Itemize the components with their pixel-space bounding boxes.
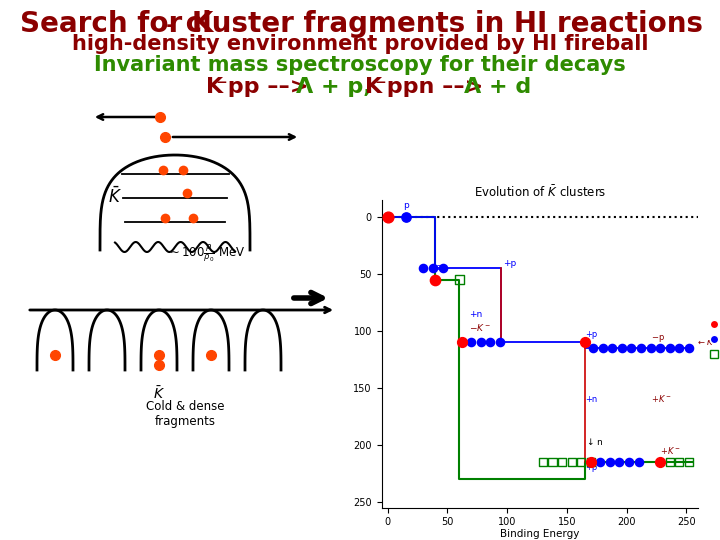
Point [664,343,675,352]
Text: Invariant mass spectroscopy for their decays: Invariant mass spectroscopy for their de… [94,55,626,75]
Point [454,275,465,284]
Text: $\leftarrow K^-$: $\leftarrow K^-$ [696,335,720,347]
Point [546,458,558,467]
Point [683,458,695,467]
Point [418,264,429,273]
Point [427,264,438,273]
Point [400,213,411,221]
Point [673,343,685,352]
Point [664,458,675,467]
Legend: $K^-$, p, n: $K^-$, p, n [700,314,720,363]
Point [626,343,637,352]
Point [579,338,590,347]
Point [566,458,577,467]
Point [575,458,587,467]
Point [616,343,628,352]
Point [456,338,467,347]
Text: p: p [402,201,408,210]
Text: ⁻ppn ––>: ⁻ppn ––> [375,77,491,97]
Title: Evolution of $\bar{K}$ clusters: Evolution of $\bar{K}$ clusters [474,184,606,200]
Point [654,458,666,467]
Point [595,458,606,467]
Point [585,458,597,467]
Text: ⁻pp ––>: ⁻pp ––> [216,77,316,97]
Point [645,343,657,352]
Text: -: - [166,16,176,36]
X-axis label: Binding Energy
(MeV): Binding Energy (MeV) [500,529,580,540]
Point [624,458,635,467]
Text: Search for K: Search for K [20,10,213,38]
Point [654,343,666,352]
Point [456,338,467,347]
Point [683,343,695,352]
Text: $\bar{K}$: $\bar{K}$ [153,385,165,402]
Text: $-$p: $-$p [651,333,665,344]
Text: high-density environment provided by HI fireball: high-density environment provided by HI … [72,34,648,54]
Text: +p: +p [503,259,517,268]
Point [430,275,441,284]
Point [588,343,599,352]
Text: $-K^-$: $-K^-$ [469,322,491,333]
Point [585,458,597,467]
Point [613,458,625,467]
Text: Λ + d: Λ + d [464,77,531,97]
Point [635,343,647,352]
Text: +$K^-$: +$K^-$ [651,393,671,403]
Point [466,338,477,347]
Point [673,458,685,467]
Text: $+K^-$: $+K^-$ [660,445,681,456]
Point [597,343,608,352]
Point [604,458,616,467]
Point [557,458,568,467]
Text: +n: +n [469,310,482,319]
Point [494,338,505,347]
Text: o: o [436,264,441,273]
Text: $\downarrow$n: $\downarrow$n [585,436,603,447]
Point [475,338,487,347]
Point [382,213,393,221]
Point [437,264,449,273]
Text: +p: +p [585,329,597,339]
Point [606,343,618,352]
Text: Cold & dense
fragments: Cold & dense fragments [145,400,224,428]
Text: +n: +n [585,395,597,403]
Text: $\sim 100\frac{\rho}{\rho_0}$ MeV: $\sim 100\frac{\rho}{\rho_0}$ MeV [166,242,245,264]
Text: +p: +p [585,463,597,472]
Point [633,458,644,467]
Text: K: K [206,77,223,97]
Point [485,338,496,347]
Text: K: K [365,77,382,97]
Point [537,458,549,467]
Text: $\bar{K}$: $\bar{K}$ [108,187,122,207]
Text: Λ + p,: Λ + p, [295,77,376,97]
Text: cluster fragments in HI reactions: cluster fragments in HI reactions [176,10,703,38]
